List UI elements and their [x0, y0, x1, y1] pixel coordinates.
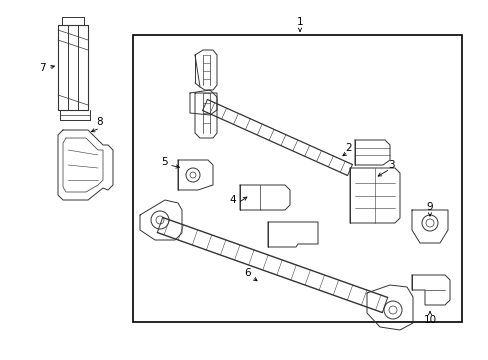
Text: 3: 3: [387, 160, 394, 170]
Text: 7: 7: [39, 63, 45, 73]
Text: 4: 4: [229, 195, 236, 205]
Text: 8: 8: [97, 117, 103, 127]
Bar: [133, 35, 461, 322]
Text: 9: 9: [426, 202, 432, 212]
Text: 1: 1: [296, 17, 303, 27]
Text: 10: 10: [423, 315, 436, 325]
Text: 5: 5: [162, 157, 168, 167]
Text: 6: 6: [244, 268, 251, 278]
Text: 2: 2: [345, 143, 351, 153]
